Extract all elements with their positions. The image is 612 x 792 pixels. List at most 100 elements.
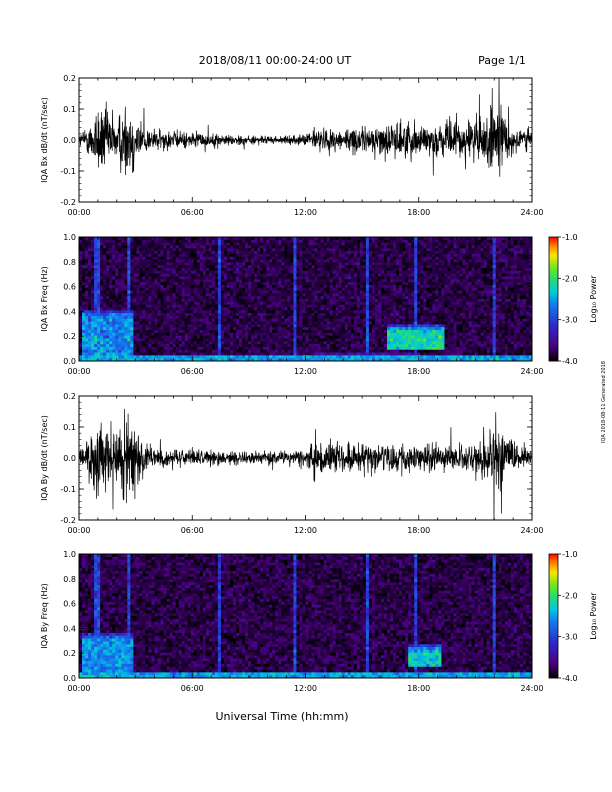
spectrogram-cell (163, 279, 167, 283)
spectrogram-cell (97, 293, 101, 297)
spectrogram-cell (106, 341, 110, 345)
spectrogram-cell (308, 270, 312, 274)
spectrogram-cell (184, 282, 189, 286)
spectrogram-cell (314, 256, 318, 260)
spectrogram-cell (260, 262, 264, 266)
spectrogram-cell (251, 307, 255, 311)
spectrogram-cell (269, 338, 273, 342)
spectrogram-cell (115, 270, 119, 274)
spectrogram-cell (151, 268, 155, 272)
spectrogram-cell (257, 315, 261, 320)
spectrogram-cell (187, 310, 192, 314)
spectrogram-cell (381, 301, 385, 305)
spectrogram-cell (405, 313, 409, 317)
spectrogram-cell (281, 270, 285, 274)
spectrogram-cell (269, 321, 273, 325)
spectrogram-cell (338, 265, 343, 269)
spectrogram-cell (239, 307, 243, 311)
spectrogram-cell (263, 253, 267, 258)
spectrogram-cell (245, 251, 249, 255)
spectrogram-cell (308, 296, 312, 300)
spectrogram-cell (251, 259, 255, 263)
spectrogram-cell (405, 318, 409, 322)
spectrogram-cell (381, 239, 385, 243)
spectrogram-cell (151, 332, 155, 336)
spectrogram-cell (82, 315, 86, 320)
spectrogram-cell (296, 265, 300, 269)
spectrogram-cell (320, 330, 324, 334)
spectrogram-cell (242, 282, 246, 286)
spectrogram-cell (230, 318, 234, 322)
spectrogram-cell (347, 262, 352, 266)
spectrogram-cell (278, 276, 282, 280)
spectrogram-cell (329, 318, 334, 322)
spectrogram-cell (384, 335, 388, 339)
x-tick-label: 12:00 (294, 208, 317, 217)
spectrogram-cell (157, 324, 161, 328)
spectrogram-cell (405, 324, 409, 328)
spectrogram-cell (248, 270, 252, 274)
spectrogram-cell (251, 284, 255, 289)
spectrogram-cell (272, 245, 276, 249)
spectrogram-cell (91, 315, 95, 320)
spectrogram-cell (100, 287, 104, 291)
spectrogram-cell (139, 276, 143, 280)
spectrogram-cell (196, 358, 201, 362)
spectrogram-cell (226, 304, 231, 308)
spectrogram-cell (290, 344, 294, 348)
spectrogram-cell (263, 335, 267, 339)
spectrogram-cell (103, 355, 107, 359)
spectrogram-cell (157, 253, 161, 258)
spectrogram-cell (278, 346, 282, 351)
spectrogram-cell (91, 349, 95, 353)
spectrogram-cell (317, 276, 321, 280)
spectrogram-cell (100, 265, 104, 269)
spectrogram-cell (266, 327, 270, 331)
spectrogram-cell (82, 237, 86, 241)
spectrogram-cell (148, 262, 152, 266)
spectrogram-cell (242, 268, 246, 272)
spectrogram-cell (242, 349, 246, 353)
spectrogram-cell (157, 237, 161, 241)
spectrogram-cell (248, 349, 252, 353)
spectrogram-cell (184, 251, 189, 255)
spectrogram-cell (287, 301, 291, 305)
spectrogram-cell (133, 279, 137, 283)
spectrogram-cell (344, 318, 349, 322)
spectrogram-cell (211, 262, 216, 266)
spectrogram-cell (248, 324, 252, 328)
spectrogram-cell (151, 282, 155, 286)
spectrogram-cell (299, 301, 303, 305)
spectrogram-cell (100, 248, 104, 252)
spectrogram-cell (112, 313, 116, 317)
spectrogram-cell (384, 358, 388, 362)
spectrogram-cell (257, 307, 261, 311)
spectrogram-cell (233, 251, 237, 255)
spectrogram-cell (109, 341, 113, 345)
spectrogram-cell (223, 318, 228, 322)
spectrogram-cell (166, 358, 170, 362)
spectrogram-cell (248, 284, 252, 289)
spectrogram-cell (148, 313, 152, 317)
spectrogram-cell (133, 338, 137, 342)
spectrogram-cell (239, 318, 243, 322)
spectrogram-cell (287, 279, 291, 283)
spectrogram-cell (166, 327, 170, 331)
spectrogram-cell (145, 315, 149, 320)
spectrogram-cell (353, 313, 358, 317)
spectrogram-cell (272, 279, 276, 283)
spectrogram-cell (377, 318, 382, 322)
spectrogram-cell (151, 293, 155, 297)
spectrogram-cell (142, 346, 146, 351)
spectrogram-cell (396, 251, 400, 255)
spectrogram-cell (94, 248, 98, 252)
spectrogram-cell (233, 265, 237, 269)
spectrogram-cell (160, 307, 164, 311)
spectrogram-cell (115, 310, 119, 314)
spectrogram-cell (329, 245, 334, 249)
spectrogram-cell (305, 265, 309, 269)
spectrogram-cell (359, 352, 364, 356)
spectrogram-cell (275, 321, 279, 325)
spectrogram-cell (97, 245, 101, 249)
spectrogram-cell (239, 248, 243, 252)
